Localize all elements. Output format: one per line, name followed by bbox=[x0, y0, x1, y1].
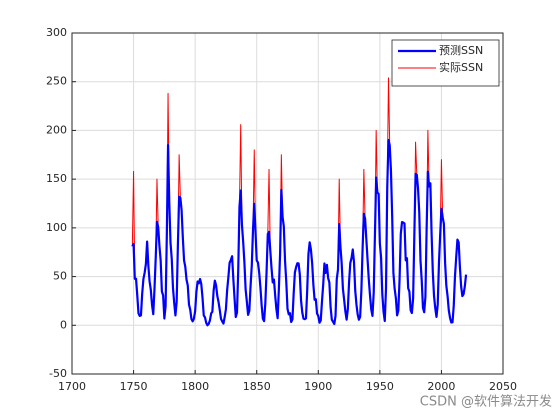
y-tick-label: 50 bbox=[53, 270, 67, 283]
x-tick-label: 1700 bbox=[58, 380, 86, 393]
plot-border bbox=[71, 32, 504, 375]
y-tick-label: 100 bbox=[46, 221, 67, 234]
y-tick-label: 200 bbox=[46, 123, 67, 136]
legend-label: 预测SSN bbox=[439, 44, 483, 57]
x-tick-label: 1900 bbox=[304, 380, 332, 393]
legend-box bbox=[391, 39, 500, 87]
series-line bbox=[131, 138, 468, 327]
y-tick-label: 0 bbox=[60, 318, 67, 331]
y-tick-label: 250 bbox=[46, 75, 67, 88]
x-tick-label: 1950 bbox=[366, 380, 394, 393]
legend-label: 实际SSN bbox=[439, 60, 483, 74]
x-tick-label: 1750 bbox=[120, 380, 148, 393]
y-tick-label: -50 bbox=[49, 367, 67, 380]
watermark: CSDN @软件算法开发 bbox=[420, 394, 552, 410]
x-tick-label: 1800 bbox=[181, 380, 209, 393]
x-tick-label: 2000 bbox=[427, 380, 455, 393]
y-tick-label: 300 bbox=[46, 26, 67, 39]
x-tick-label: 2050 bbox=[489, 380, 517, 393]
y-tick-label: 150 bbox=[46, 172, 67, 185]
x-tick-label: 1850 bbox=[243, 380, 271, 393]
